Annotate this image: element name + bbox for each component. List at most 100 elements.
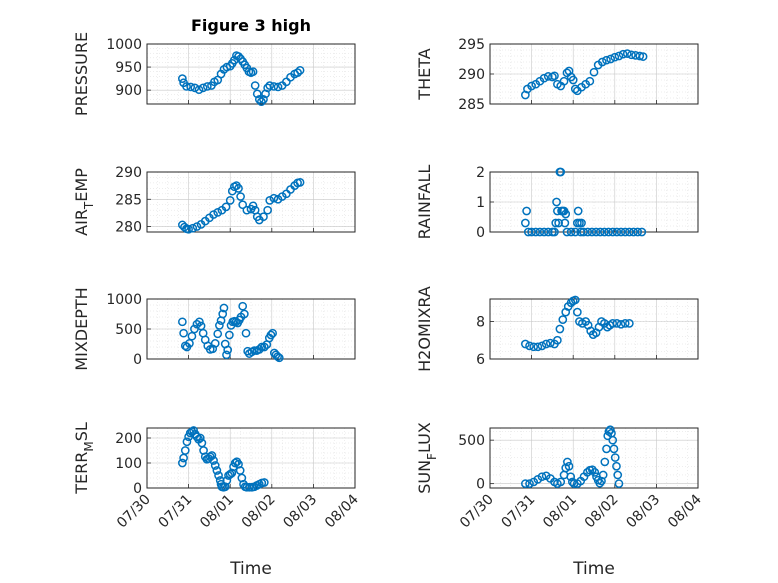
- y-axis-label-main: H2OMIXRA: [415, 286, 434, 372]
- data-point: [184, 224, 193, 234]
- data-point: [635, 51, 645, 61]
- data-point: [187, 331, 197, 341]
- data-point: [591, 227, 601, 237]
- data-point: [610, 453, 620, 462]
- data-point: [182, 82, 191, 91]
- data-point: [638, 52, 648, 61]
- axis-box: [489, 171, 699, 233]
- subplot-theta: 285 290 295 THETA: [415, 37, 699, 113]
- y-tick-label: 950: [115, 60, 142, 76]
- data-point: [222, 350, 231, 360]
- axis-box: [146, 43, 356, 105]
- data-point: [274, 353, 284, 363]
- y-tick-label: 290: [458, 67, 485, 83]
- data-point: [527, 227, 536, 237]
- y-tick-label: 1000: [106, 292, 142, 308]
- y-axis-label-main: THETA: [415, 48, 434, 100]
- subplot-rainfall: 0 1 2 RAINFALL: [415, 165, 699, 241]
- data-point: [268, 328, 277, 338]
- data-point: [195, 317, 204, 327]
- x-tick-label: 08/01: [540, 492, 580, 532]
- x-tick-label: 07/31: [156, 492, 196, 532]
- data-point: [525, 341, 534, 351]
- y-tick-label: 500: [115, 322, 142, 338]
- data-point: [180, 446, 190, 455]
- y-axis-label-subscript: F: [425, 453, 439, 460]
- data-point: [295, 65, 305, 75]
- data-point: [613, 470, 623, 480]
- data-point: [598, 470, 608, 480]
- y-tick-label: 285: [115, 192, 142, 208]
- data-point: [202, 82, 212, 91]
- data-point: [257, 97, 266, 107]
- data-point: [525, 479, 534, 489]
- data-point: [583, 227, 593, 237]
- data-point: [552, 197, 561, 207]
- x-tick-label: 08/03: [280, 492, 320, 532]
- data-point: [207, 451, 217, 460]
- data-point: [566, 472, 576, 482]
- axis-box: [146, 298, 356, 360]
- data-point: [192, 222, 202, 231]
- y-axis-label-subscript: T: [82, 201, 96, 210]
- y-axis-label-tail: LUX: [415, 422, 434, 453]
- data-point: [562, 227, 572, 237]
- data-point: [198, 83, 208, 93]
- data-point: [608, 227, 618, 237]
- subplot-pressure: 900 950 1000 PRESSURE: [72, 32, 356, 116]
- data-point: [254, 345, 264, 354]
- data-point: [560, 218, 570, 228]
- data-point: [210, 461, 220, 470]
- y-tick-label: 0: [133, 352, 142, 368]
- data-point: [629, 227, 638, 237]
- y-axis-label-subscript: M: [82, 441, 96, 451]
- data-point: [614, 479, 624, 489]
- y-tick-label: 100: [115, 456, 142, 472]
- data-point: [610, 52, 620, 62]
- figure-title: Figure 3 high: [191, 16, 311, 35]
- data-point: [295, 178, 305, 187]
- data-point: [218, 309, 228, 319]
- y-axis-label-tail: SL: [72, 422, 91, 441]
- x-tick-label: 08/02: [239, 492, 279, 532]
- data-point: [213, 208, 223, 217]
- data-point: [234, 184, 243, 193]
- data-point: [293, 68, 302, 77]
- data-point: [590, 467, 600, 477]
- data-point: [618, 49, 628, 59]
- data-point: [257, 342, 267, 352]
- data-point: [637, 227, 647, 237]
- data-point: [616, 227, 626, 237]
- axis-box: [489, 43, 699, 105]
- data-point: [242, 205, 252, 215]
- data-point: [587, 465, 597, 475]
- data-point: [263, 205, 272, 215]
- data-point: [620, 319, 630, 328]
- data-point: [585, 76, 595, 86]
- data-point: [238, 301, 248, 311]
- data-point: [521, 339, 530, 349]
- data-point: [589, 67, 599, 77]
- data-point: [225, 330, 234, 340]
- x-tick-label: 08/01: [197, 492, 237, 532]
- y-tick-label: 8: [476, 315, 485, 331]
- data-point: [555, 324, 565, 334]
- subplot-h2omixra: 6 8 H2OMIXRA: [415, 286, 699, 372]
- data-point: [537, 472, 547, 482]
- x-tick-label: 08/03: [623, 492, 663, 532]
- data-point: [612, 461, 621, 471]
- data-point: [559, 76, 569, 86]
- axis-box: [489, 427, 699, 489]
- data-point: [522, 206, 531, 216]
- data-point: [192, 319, 202, 329]
- data-point: [612, 227, 622, 237]
- data-point: [225, 469, 235, 479]
- data-point: [550, 227, 559, 237]
- y-tick-label: 200: [115, 431, 142, 447]
- x-tick-label: 08/04: [322, 491, 362, 531]
- y-axis-label: PRESSURE: [72, 32, 91, 116]
- y-tick-label: 500: [458, 433, 485, 449]
- data-point: [620, 227, 630, 237]
- data-point: [539, 227, 549, 237]
- data-point: [529, 342, 539, 352]
